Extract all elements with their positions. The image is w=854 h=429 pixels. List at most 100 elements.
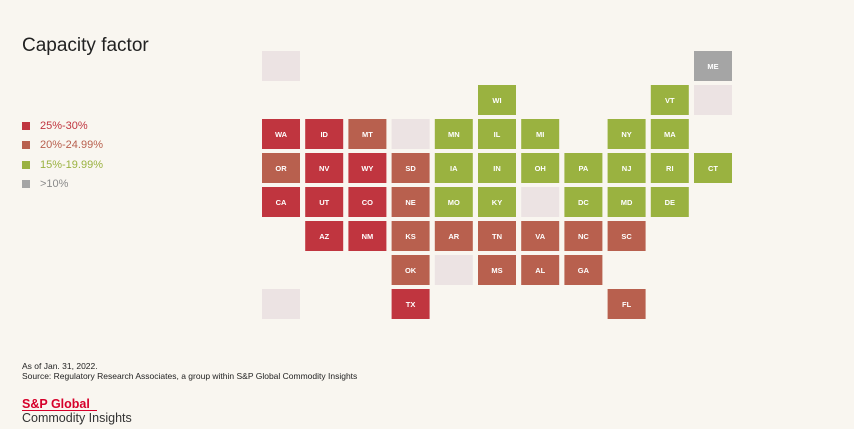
state-tile-label: IN — [493, 164, 501, 173]
state-tile-rect — [564, 255, 603, 285]
state-tile-dc: DC — [564, 187, 603, 217]
state-tile-rect — [607, 289, 646, 319]
state-tile-rect — [262, 153, 300, 183]
state-tile-oh: OH — [521, 153, 560, 183]
state-tile-rect — [521, 187, 560, 217]
state-tile-label: WI — [492, 96, 501, 105]
state-tile-rect — [694, 51, 732, 81]
state-tile-id: ID — [305, 119, 344, 149]
state-tile-tn: TN — [478, 221, 516, 251]
state-tile-rect — [434, 255, 473, 285]
state-tile-rect — [650, 85, 689, 115]
state-tile-label: SD — [405, 164, 416, 173]
state-tile-in: IN — [478, 153, 516, 183]
state-tile-rect — [478, 119, 516, 149]
state-tile-rect — [564, 187, 603, 217]
state-tile-rect — [478, 221, 516, 251]
footnote-date: As of Jan. 31, 2022. — [22, 361, 98, 371]
state-tile-rect — [607, 119, 646, 149]
state-tile-label: VT — [665, 96, 675, 105]
state-tile-az: AZ — [305, 221, 344, 251]
legend-label: 15%-19.99% — [40, 158, 103, 171]
state-tile-label: DC — [578, 198, 589, 207]
state-tile-va: VA — [521, 221, 560, 251]
state-tile-nv: NV — [305, 153, 344, 183]
state-tile-rect — [391, 221, 430, 251]
state-tile-ri: RI — [650, 153, 689, 183]
state-tile-wy: WY — [348, 153, 387, 183]
state-tile-rect — [434, 153, 473, 183]
state-tile-wv — [521, 187, 560, 217]
legend-swatch — [22, 180, 30, 189]
state-tile-label: OH — [535, 164, 546, 173]
state-tile-rect — [391, 153, 430, 183]
legend-item: 20%-24.99% — [22, 136, 103, 156]
state-tile-label: MD — [621, 198, 633, 207]
state-tile-label: GA — [578, 266, 590, 275]
state-tile-md: MD — [607, 187, 646, 217]
state-tile-label: WY — [361, 164, 373, 173]
state-tile-label: WA — [275, 130, 288, 139]
state-tile-rect — [434, 119, 473, 149]
state-tile-label: CA — [276, 198, 287, 207]
state-tile-rect — [694, 153, 732, 183]
state-tile-ky: KY — [478, 187, 516, 217]
state-tile-label: TN — [492, 232, 502, 241]
state-tile-rect — [305, 187, 344, 217]
state-tile-or: OR — [262, 153, 300, 183]
state-tile-label: OK — [405, 266, 417, 275]
state-tile-label: MI — [536, 130, 544, 139]
state-tile-label: AL — [535, 266, 545, 275]
state-tile-label: IA — [450, 164, 458, 173]
state-tile-ar: AR — [434, 221, 473, 251]
state-tile-fl: FL — [607, 289, 646, 319]
legend-label: 25%-30% — [40, 119, 88, 132]
state-tile-sd: SD — [391, 153, 430, 183]
state-tile-rect — [348, 187, 387, 217]
state-tile-il: IL — [478, 119, 516, 149]
state-tile-ms: MS — [478, 255, 516, 285]
state-tile-co: CO — [348, 187, 387, 217]
state-tile-label: OR — [275, 164, 287, 173]
state-tile-rect — [521, 221, 560, 251]
state-tile-label: AZ — [319, 232, 329, 241]
state-tile-label: FL — [622, 300, 632, 309]
state-tile-nj: NJ — [607, 153, 646, 183]
state-tile-ks: KS — [391, 221, 430, 251]
state-tile-al: AL — [521, 255, 560, 285]
footnote: As of Jan. 31, 2022. Source: Regulatory … — [22, 361, 357, 381]
state-tile-rect — [391, 255, 430, 285]
state-tile-rect — [478, 85, 516, 115]
state-tile-rect — [650, 119, 689, 149]
state-tile-rect — [391, 119, 430, 149]
state-tile-rect — [305, 153, 344, 183]
state-tile-tx: TX — [391, 289, 430, 319]
state-tile-rect — [607, 187, 646, 217]
state-tile — [262, 51, 300, 81]
state-tile-wa: WA — [262, 119, 300, 149]
state-tile-ga: GA — [564, 255, 603, 285]
state-tile-rect — [521, 119, 560, 149]
state-tile-label: PA — [578, 164, 588, 173]
legend: 25%-30% 20%-24.99% 15%-19.99% >10% — [22, 116, 103, 194]
state-tile-vt: VT — [650, 85, 689, 115]
state-tile-rect — [262, 289, 300, 319]
legend-label: 20%-24.99% — [40, 139, 103, 152]
state-tile-rect — [521, 153, 560, 183]
state-tile-ok: OK — [391, 255, 430, 285]
state-tile-label: VA — [535, 232, 545, 241]
state-tile-label: SC — [621, 232, 632, 241]
state-tile-ia: IA — [434, 153, 473, 183]
state-tile-nc: NC — [564, 221, 603, 251]
state-tile-la — [434, 255, 473, 285]
brand-logo-name: S&P Global — [22, 397, 90, 411]
state-tile-label: NC — [578, 232, 589, 241]
state-tile-label: CT — [708, 164, 718, 173]
state-tile-rect — [607, 153, 646, 183]
state-tile — [262, 289, 300, 319]
state-tile-wi: WI — [478, 85, 516, 115]
state-tile-ct: CT — [694, 153, 732, 183]
state-tile-mo: MO — [434, 187, 473, 217]
state-tile-label: NE — [405, 198, 415, 207]
